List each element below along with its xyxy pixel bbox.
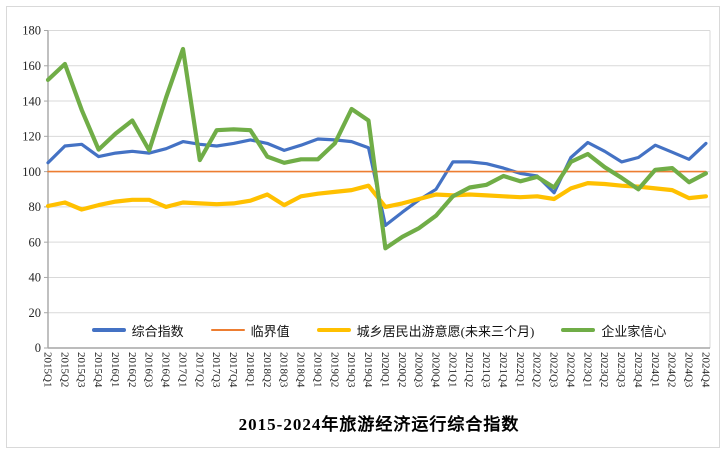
x-tick-label: 2017Q4	[227, 352, 239, 388]
legend-label-entrepreneur-confidence: 企业家信心	[601, 323, 667, 339]
x-tick-label: 2022Q1	[514, 352, 526, 387]
x-tick-label: 2021Q1	[446, 352, 458, 387]
legend-item-composite-index: 综合指数	[91, 321, 184, 340]
x-tick-label: 2024Q2	[666, 352, 678, 387]
x-tick-label: 2018Q3	[278, 352, 290, 388]
x-tick-label: 2016Q3	[143, 352, 155, 388]
legend-swatch-travel-intention	[316, 327, 351, 333]
x-tick-label: 2022Q3	[548, 352, 560, 388]
y-tick-label: 160	[22, 59, 41, 73]
x-tick-label: 2015Q3	[75, 352, 87, 388]
x-tick-label: 2023Q4	[632, 352, 644, 388]
x-tick-label: 2019Q4	[362, 352, 374, 388]
x-tick-label: 2022Q4	[564, 352, 576, 388]
x-tick-label: 2021Q3	[480, 352, 492, 388]
x-tick-label: 2024Q3	[683, 352, 695, 388]
y-tick-label: 20	[29, 306, 42, 320]
x-tick-label: 2021Q2	[463, 352, 475, 387]
x-tick-label: 2022Q2	[531, 352, 543, 387]
x-tick-label: 2019Q2	[328, 352, 340, 387]
x-tick-label: 2020Q1	[379, 352, 391, 387]
chart-title: 2015-2024年旅游经济运行综合指数	[238, 415, 520, 434]
x-tick-label: 2023Q1	[581, 352, 593, 387]
line-chart: 0 20 40 60 80 100 120 140 160 180 2015Q1 2015Q2 2015…	[22, 24, 711, 388]
x-tick-label: 2016Q1	[109, 352, 121, 387]
x-tick-label: 2020Q2	[396, 352, 408, 387]
x-tick-label: 2017Q3	[210, 352, 222, 388]
x-tick-label: 2016Q4	[160, 352, 172, 388]
y-tick-label: 100	[22, 165, 41, 179]
legend-label-threshold: 临界值	[250, 323, 290, 339]
legend-item-entrepreneur-confidence: 企业家信心	[561, 321, 666, 340]
legend-swatch-composite-index	[91, 328, 126, 332]
x-tick-label: 2024Q4	[699, 352, 711, 388]
x-tick-label: 2019Q1	[311, 352, 323, 387]
x-tick-label: 2023Q3	[615, 352, 627, 388]
y-tick-label: 40	[29, 271, 42, 285]
x-tick-label: 2015Q1	[42, 352, 54, 387]
legend-label-composite-index: 综合指数	[131, 323, 184, 339]
y-tick-label: 0	[35, 341, 41, 355]
x-tick-label: 2018Q1	[244, 352, 256, 387]
y-tick-label: 120	[22, 130, 41, 144]
legend-swatch-threshold	[210, 329, 245, 331]
y-tick-label: 180	[22, 24, 41, 38]
x-tick-label: 2021Q4	[497, 352, 509, 388]
y-tick-label: 80	[29, 200, 42, 214]
x-tick-label: 2023Q2	[598, 352, 610, 387]
x-tick-label: 2017Q2	[193, 352, 205, 387]
x-tick-label: 2015Q2	[58, 352, 70, 387]
x-tick-label: 2024Q1	[649, 352, 661, 387]
chart-legend: 综合指数 临界值 城乡居民出游意愿(未来三个月) 企业家信心	[48, 318, 710, 342]
x-tick-label: 2020Q4	[429, 352, 441, 388]
x-tick-label: 2016Q2	[126, 352, 138, 387]
x-tick-label: 2020Q3	[413, 352, 425, 388]
legend-swatch-entrepreneur-confidence	[561, 327, 596, 333]
legend-label-travel-intention: 城乡居民出游意愿(未来三个月)	[356, 323, 535, 339]
x-tick-label: 2018Q4	[295, 352, 307, 388]
y-tick-label: 140	[22, 94, 41, 108]
series-line-entrepreneur-confidence	[45, 46, 709, 251]
x-tick-label: 2018Q2	[261, 352, 273, 387]
y-tick-label: 60	[29, 235, 42, 249]
x-tick-label: 2019Q3	[345, 352, 357, 388]
legend-item-threshold: 临界值	[210, 321, 290, 340]
x-tick-label: 2017Q1	[176, 352, 188, 387]
x-tick-label: 2015Q4	[92, 352, 104, 388]
legend-item-travel-intention: 城乡居民出游意愿(未来三个月)	[316, 321, 535, 340]
